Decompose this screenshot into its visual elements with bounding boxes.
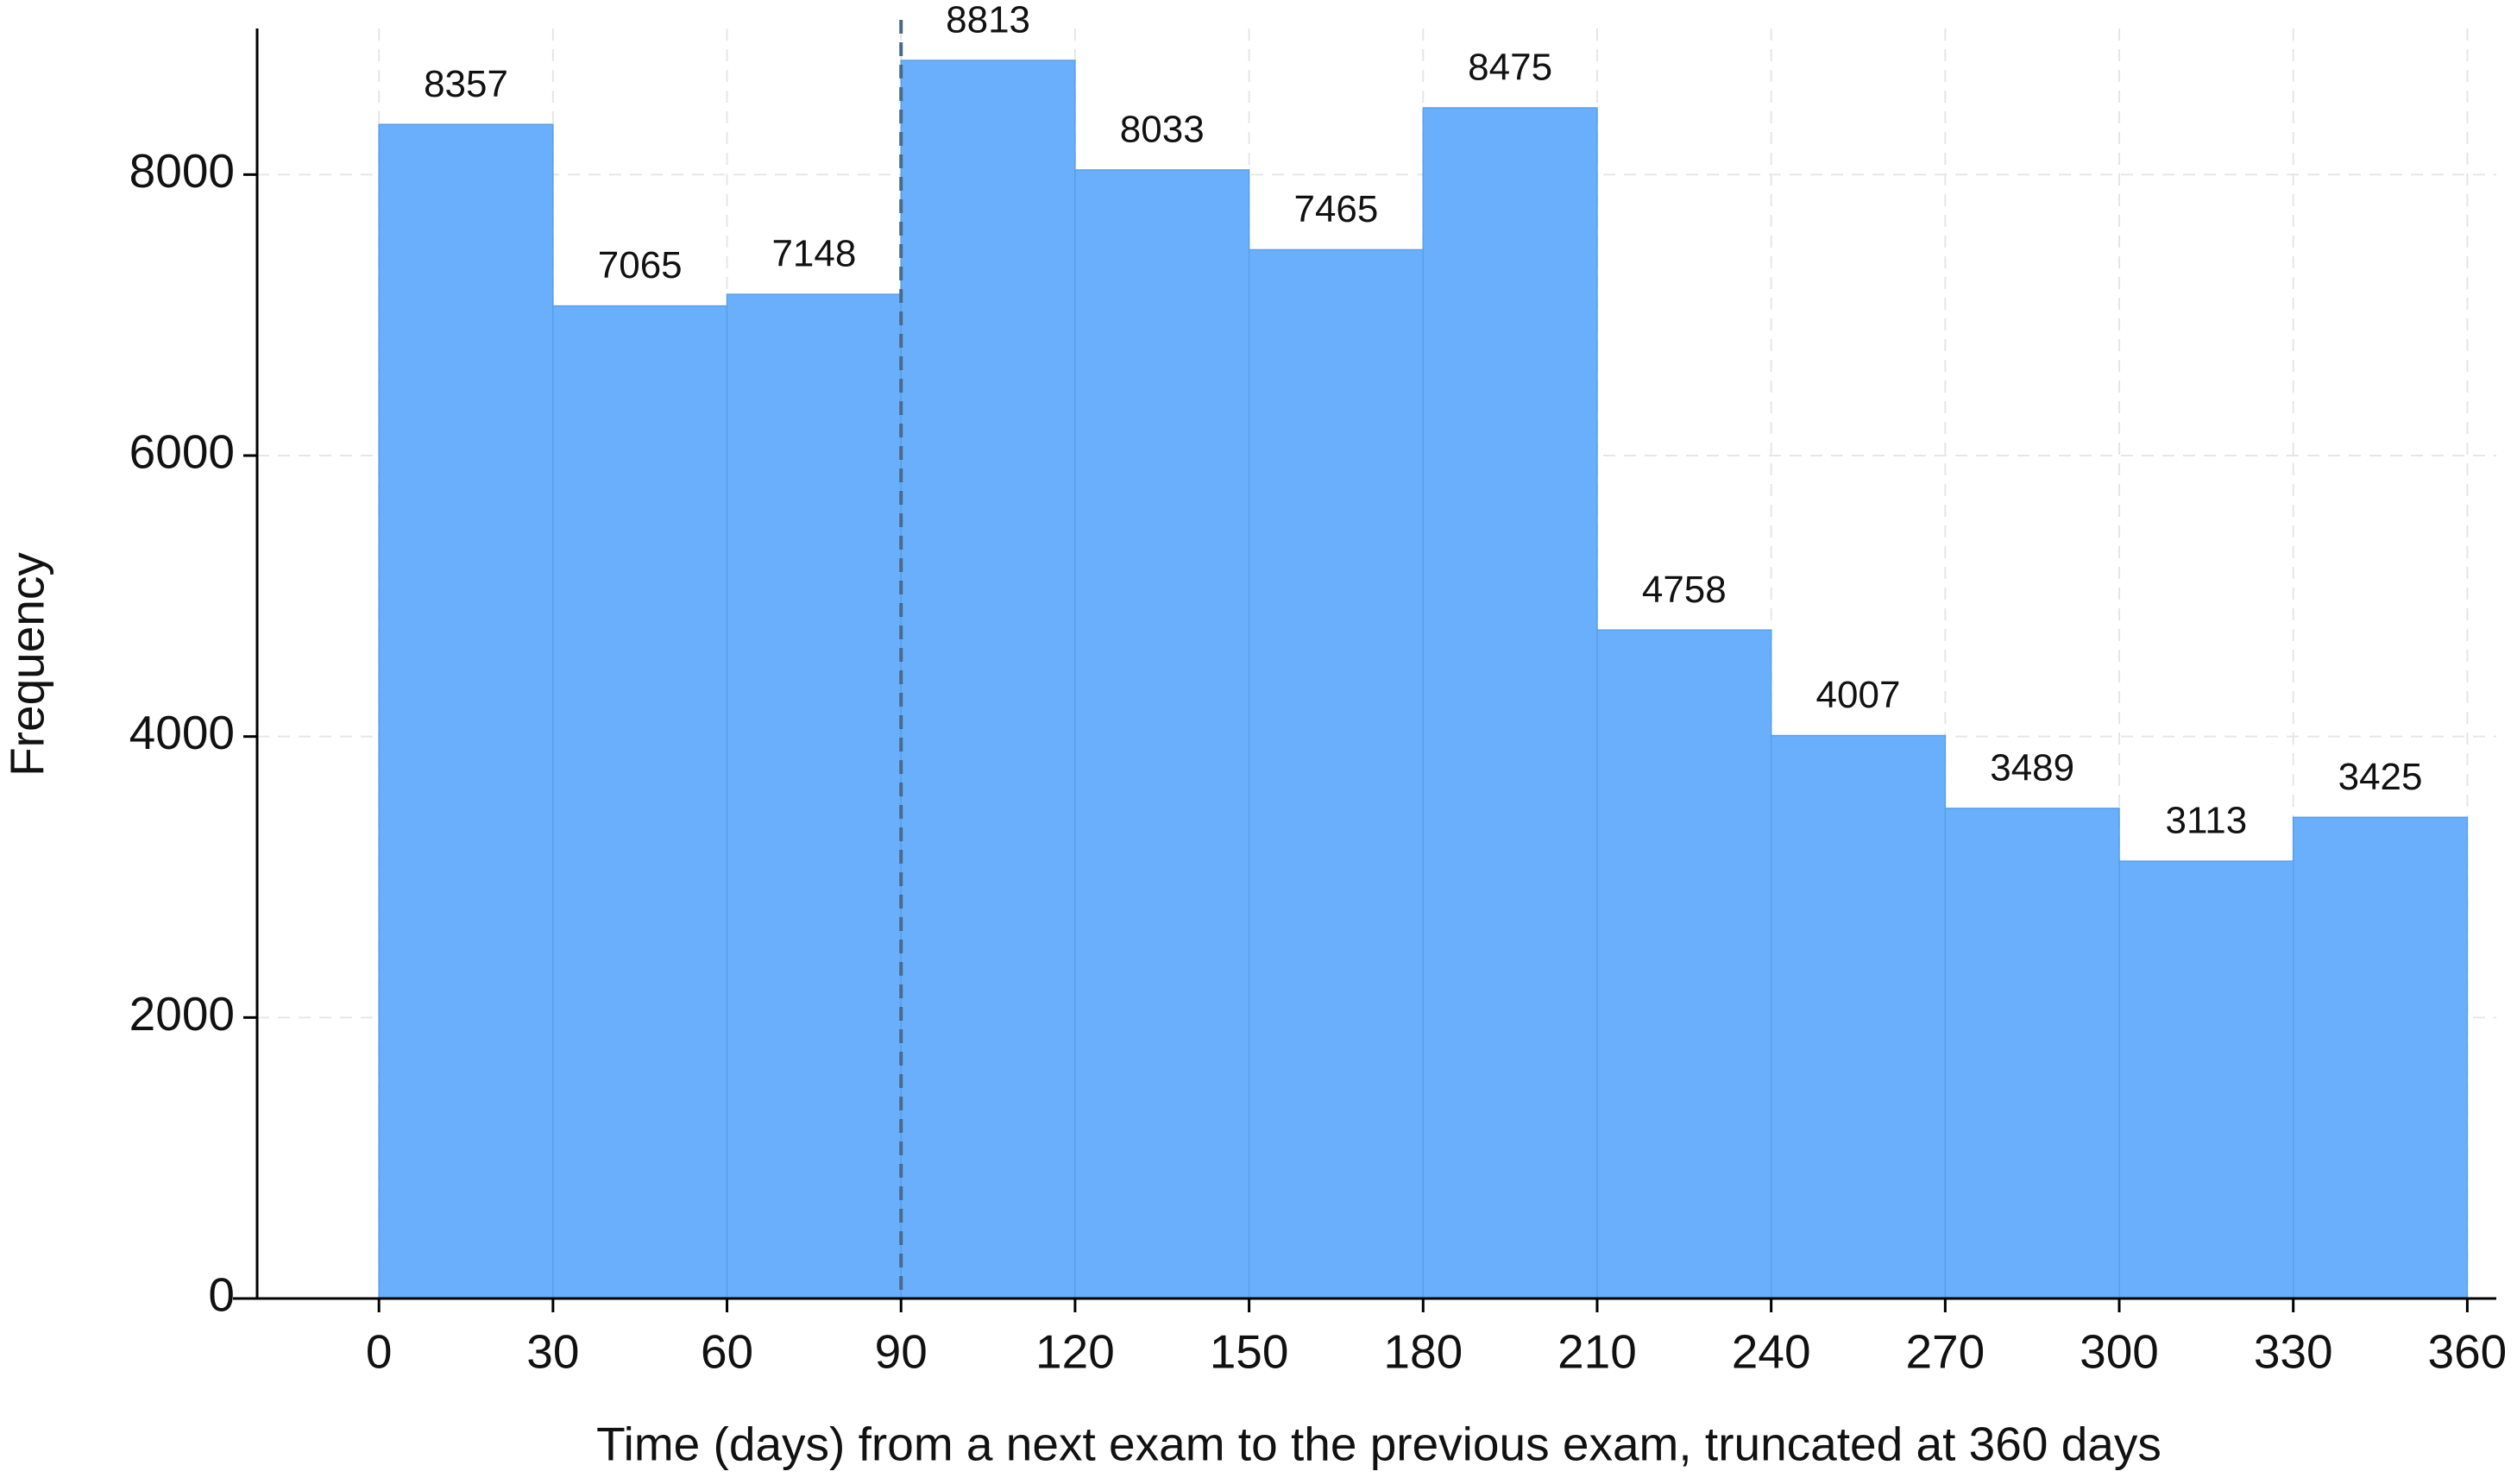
value-label: 8813 — [946, 0, 1030, 41]
x-tick-label: 180 — [1383, 1325, 1463, 1379]
bar — [1074, 169, 1250, 1299]
bar — [378, 123, 554, 1299]
y-axis-title: Frequency — [1, 552, 54, 777]
value-label: 4758 — [1642, 569, 1727, 611]
bar — [1248, 248, 1425, 1299]
x-tick-label: 330 — [2254, 1325, 2333, 1379]
bar — [900, 60, 1076, 1299]
bar — [1944, 808, 2120, 1299]
bar — [2292, 816, 2469, 1299]
y-tick-label: 0 — [208, 1268, 235, 1322]
x-tick-label: 360 — [2428, 1325, 2508, 1379]
x-tick-label: 270 — [1905, 1325, 1985, 1379]
y-tick-label: 6000 — [129, 425, 235, 479]
value-label: 7465 — [1293, 188, 1378, 230]
value-label: 7065 — [598, 244, 683, 286]
value-label: 8357 — [424, 63, 508, 105]
y-tick-label: 2000 — [129, 987, 235, 1041]
x-tick-label: 30 — [526, 1325, 579, 1379]
y-tick-label: 8000 — [129, 144, 235, 198]
bar — [726, 293, 902, 1299]
x-tick-label: 0 — [366, 1325, 393, 1379]
value-label: 3489 — [1990, 747, 2074, 789]
x-tick-label: 60 — [701, 1325, 753, 1379]
x-tick-label: 120 — [1035, 1325, 1115, 1379]
bar — [1422, 107, 1598, 1299]
value-label: 8033 — [1120, 109, 1205, 151]
x-axis-title: Time (days) from a next exam to the prev… — [596, 1418, 2161, 1471]
bar — [552, 305, 728, 1299]
value-label: 3113 — [2166, 800, 2248, 842]
x-tick-label: 90 — [875, 1325, 928, 1379]
value-label: 7148 — [771, 233, 856, 275]
x-tick-label: 300 — [2080, 1325, 2159, 1379]
value-label: 3425 — [2338, 756, 2423, 798]
bar — [2118, 860, 2294, 1299]
x-tick-label: 150 — [1210, 1325, 1289, 1379]
value-label: 4007 — [1816, 674, 1901, 716]
value-label: 8475 — [1468, 47, 1552, 89]
bar — [1770, 734, 1947, 1299]
x-tick-label: 240 — [1732, 1325, 1811, 1379]
y-tick-label: 4000 — [129, 706, 235, 759]
bar — [1596, 629, 1772, 1299]
x-tick-label: 210 — [1557, 1325, 1637, 1379]
